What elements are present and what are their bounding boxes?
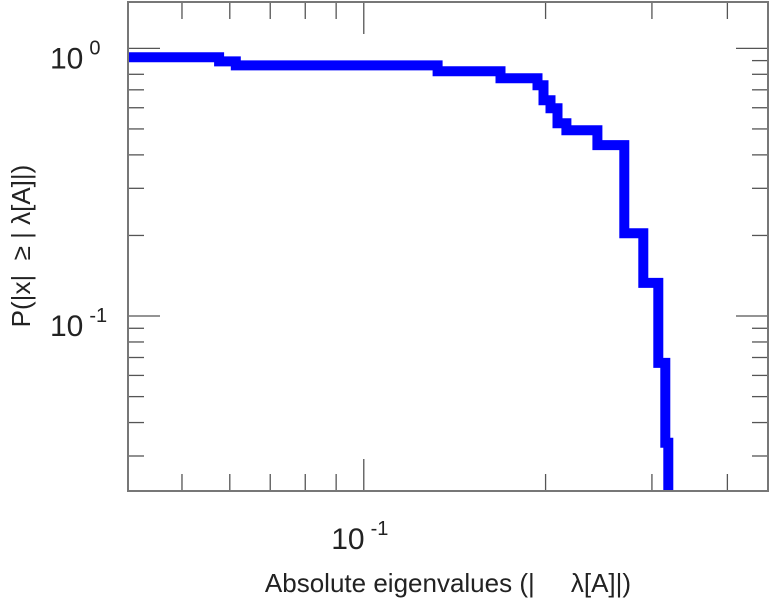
tick-labels: 10 -1 10 0 10 -1 xyxy=(50,37,388,556)
y-tick-label-exponent: 0 xyxy=(89,37,100,59)
x-tick-label-exponent: -1 xyxy=(371,518,389,540)
x-tick-label: 10 -1 xyxy=(331,518,388,556)
plot-frame xyxy=(127,1,769,492)
ccdf-step-line xyxy=(128,52,674,491)
x-axis-label: Absolute eigenvalues (| λ[A]|) xyxy=(265,568,631,598)
y-tick-label: 10 -1 xyxy=(50,305,107,343)
y-tick-label-base: 10 xyxy=(50,310,83,343)
y-axis-label: P(|x| ≥ | λ[A]|) xyxy=(6,165,36,328)
y-tick-label-base: 10 xyxy=(50,42,83,75)
y-tick-label: 10 0 xyxy=(50,37,101,75)
axis-ticks xyxy=(128,2,768,491)
y-tick-label-exponent: -1 xyxy=(89,305,107,327)
data-series xyxy=(128,52,674,491)
x-tick-label-base: 10 xyxy=(331,523,364,556)
